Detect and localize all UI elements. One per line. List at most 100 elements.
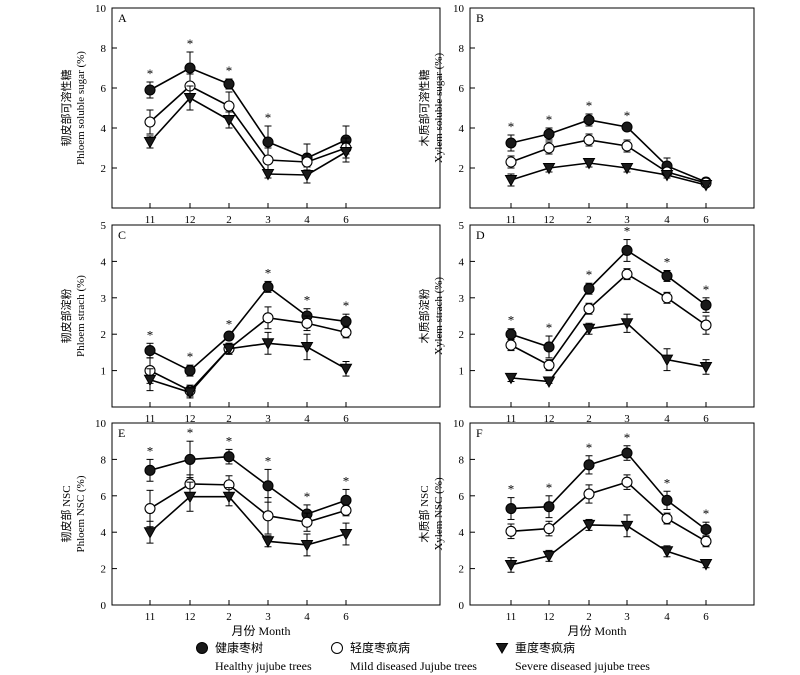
data-point xyxy=(621,476,633,488)
data-point xyxy=(582,519,596,532)
data-point xyxy=(700,299,712,311)
data-point xyxy=(222,343,236,356)
y-axis-title-en: Xylem NSC (%) xyxy=(433,477,445,551)
y-tick-label: 2 xyxy=(459,163,465,175)
x-tick-label: 2 xyxy=(586,214,592,226)
series-line xyxy=(510,119,707,183)
y-tick-label: 4 xyxy=(101,527,107,539)
significance-star: * xyxy=(703,506,710,521)
x-tick-label: 3 xyxy=(624,214,630,226)
data-point xyxy=(300,341,314,354)
series-line xyxy=(510,162,707,186)
data-point xyxy=(340,315,352,328)
data-point xyxy=(660,354,674,367)
x-tick-label: 2 xyxy=(226,611,232,623)
data-point xyxy=(583,114,595,126)
x-tick-label: 2 xyxy=(586,413,592,425)
x-tick-label: 3 xyxy=(265,413,271,425)
data-point xyxy=(144,502,156,515)
significance-star: * xyxy=(187,36,194,51)
x-tick-label: 11 xyxy=(506,413,517,425)
series-mild xyxy=(505,268,712,372)
x-tick-label: 3 xyxy=(624,413,630,425)
series-mild xyxy=(144,306,352,397)
data-point xyxy=(504,175,518,187)
series-healthy xyxy=(144,51,352,173)
significance-star: * xyxy=(624,224,631,239)
data-point xyxy=(543,359,555,371)
significance-star: * xyxy=(226,433,233,448)
data-point xyxy=(505,156,517,168)
series-healthy xyxy=(505,239,712,359)
y-tick-label: 8 xyxy=(101,454,107,466)
plot-frame xyxy=(469,224,755,408)
data-point xyxy=(262,312,274,324)
significance-star: * xyxy=(226,63,233,78)
series-line xyxy=(510,322,707,383)
data-point xyxy=(505,137,517,149)
y-tick-label: 4 xyxy=(459,123,465,135)
data-point xyxy=(143,137,157,149)
significance-star: * xyxy=(546,112,553,127)
x-tick-label: 4 xyxy=(664,611,670,623)
y-tick-label: 3 xyxy=(459,293,465,305)
data-point xyxy=(301,516,313,528)
open-circle-icon xyxy=(331,642,343,654)
x-tick-label: 6 xyxy=(703,413,709,425)
x-tick-label: 11 xyxy=(145,214,156,226)
x-tick-label: 6 xyxy=(343,413,349,425)
y-axis-title-zh: 木质部 NSC xyxy=(417,485,431,542)
legend-label-en: Mild diseased Jujube trees xyxy=(350,659,477,673)
plot-frame xyxy=(469,7,755,209)
data-point xyxy=(543,128,555,140)
data-point xyxy=(183,387,197,399)
panel-label: B xyxy=(476,11,484,25)
significance-star: * xyxy=(508,313,515,328)
data-point xyxy=(143,527,157,539)
y-tick-label: 4 xyxy=(101,123,107,135)
series-severe xyxy=(143,85,353,184)
y-tick-label: 6 xyxy=(459,491,465,503)
series-line xyxy=(149,316,347,392)
y-tick-label: 2 xyxy=(459,564,465,576)
x-tick-label: 6 xyxy=(343,611,349,623)
chart-panel-e: E 0 2 4 6 8 10 11 12 2 3 4 6 韧皮部 NSC Phloem NSC (%) 月份 … xyxy=(59,418,441,638)
data-point xyxy=(543,501,555,513)
y-tick-label: 2 xyxy=(459,329,465,341)
x-tick-label: 11 xyxy=(506,611,517,623)
data-point xyxy=(223,100,235,112)
data-point xyxy=(143,374,157,387)
y-axis-title-zh: 韧皮部可溶性糖 xyxy=(59,70,73,147)
significance-star: * xyxy=(304,489,311,504)
x-tick-label: 12 xyxy=(185,413,196,425)
series-severe xyxy=(504,158,713,192)
significance-star: * xyxy=(546,320,553,335)
chart-panel-b: B 2 4 6 8 10 11 12 2 3 4 6 木质部可溶性糖 Xylem soluble suga… xyxy=(417,3,755,226)
data-point xyxy=(262,154,274,166)
series-line xyxy=(149,96,347,176)
data-point xyxy=(184,365,196,377)
data-point xyxy=(144,464,156,476)
y-tick-label: 6 xyxy=(459,83,465,95)
x-tick-label: 12 xyxy=(544,214,555,226)
y-tick-label: 4 xyxy=(459,256,465,268)
x-tick-label: 3 xyxy=(265,611,271,623)
data-point xyxy=(582,158,596,170)
series-healthy xyxy=(144,280,352,377)
y-tick-label: 5 xyxy=(459,220,465,232)
series-healthy xyxy=(144,440,352,524)
data-point xyxy=(583,488,595,500)
data-point xyxy=(621,244,633,257)
data-point xyxy=(543,523,555,535)
y-tick-label: 5 xyxy=(101,220,107,232)
x-axis-title: 月份 Month xyxy=(567,624,626,638)
x-tick-label: 4 xyxy=(304,214,310,226)
y-tick-label: 0 xyxy=(459,600,465,612)
y-tick-label: 8 xyxy=(459,43,465,55)
data-point xyxy=(504,372,518,385)
data-point xyxy=(583,303,595,315)
y-tick-label: 10 xyxy=(453,3,465,15)
data-point xyxy=(621,268,633,280)
series-line xyxy=(149,67,347,159)
